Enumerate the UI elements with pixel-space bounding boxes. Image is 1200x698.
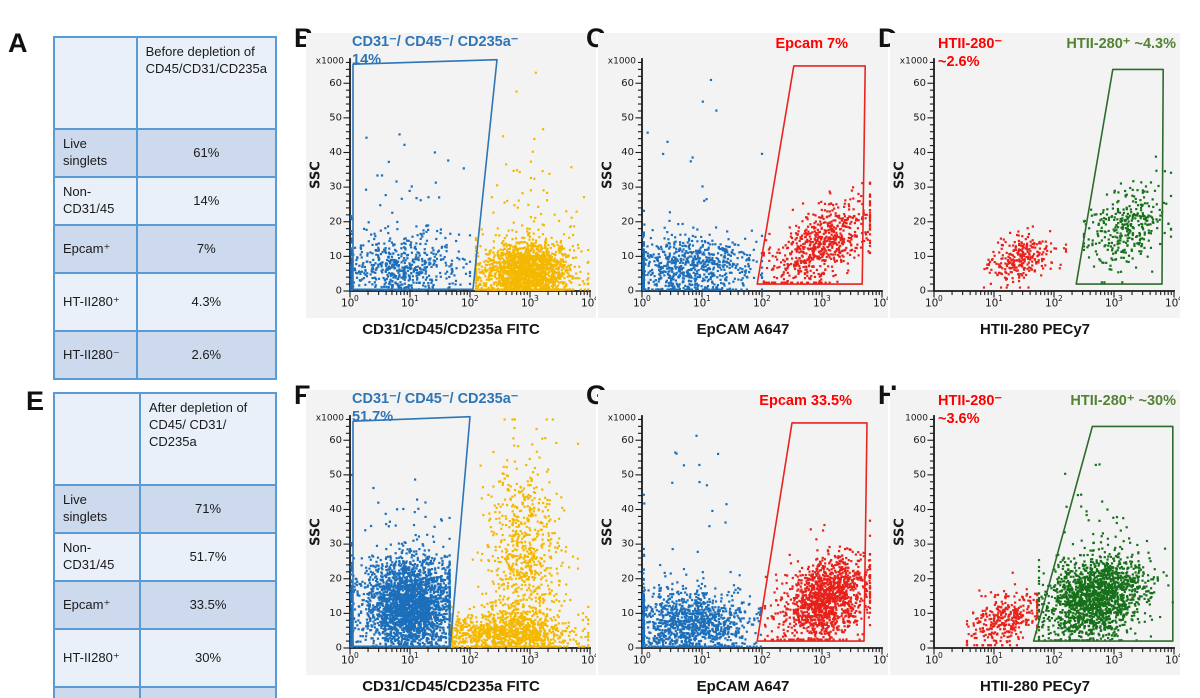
table-row-label: Live singlets	[53, 128, 138, 178]
scatter-canvas-H	[890, 390, 1180, 675]
table-row-label: HT-II280⁻	[53, 686, 141, 698]
plot-area-G: Epcam 33.5%	[598, 390, 888, 675]
x-axis-title: CD31/CD45/CD235a FITC	[362, 678, 540, 695]
panel-D: D HTII-280⁻ ~2.6% HTII-280⁺ ~4.3% HTII-280…	[878, 25, 1188, 341]
table-row-label: HT-II280⁻	[53, 330, 138, 380]
scatter-canvas-D	[890, 33, 1180, 318]
x-axis-title: EpCAM A647	[696, 678, 790, 695]
table-row-value: 61%	[135, 128, 278, 178]
table-row-value: 3.6%	[139, 686, 277, 698]
table-after-depletion: After depletion of CD45/ CD31/ CD235a Li…	[53, 392, 277, 698]
panel-letter-A: A	[8, 28, 28, 58]
table-header-cell: After depletion of CD45/ CD31/ CD235a	[139, 392, 277, 486]
table-row-label: Epcam⁺	[53, 224, 138, 274]
x-axis-title: CD31/CD45/CD235a FITC	[362, 321, 540, 338]
table-row-label: Non-CD31/45	[53, 532, 141, 582]
scatter-canvas-B	[306, 33, 596, 318]
table-corner-cell	[53, 392, 141, 486]
table-row-value: 7%	[135, 224, 278, 274]
plot-area-D: HTII-280⁻ ~2.6% HTII-280⁺ ~4.3%	[890, 33, 1180, 318]
plot-area-H: HTII-280⁻ ~3.6% HTII-280⁺ ~30%	[890, 390, 1180, 675]
plot-area-F: CD31⁻/ CD45⁻/ CD235a⁻ 51.7%	[306, 390, 596, 675]
table-header-cell: Before depletion of CD45/CD31/CD235a	[135, 36, 278, 130]
table-before-depletion: Before depletion of CD45/CD31/CD235a Liv…	[53, 36, 278, 380]
plot-area-B: CD31⁻/ CD45⁻/ CD235a⁻ 14%	[306, 33, 596, 318]
plot-area-C: Epcam 7%	[598, 33, 888, 318]
scatter-canvas-C	[598, 33, 888, 318]
table-row-value: 14%	[135, 176, 278, 226]
panel-C: C Epcam 7% EpCAM A647	[586, 25, 896, 341]
panel-G: G Epcam 33.5% EpCAM A647	[586, 382, 896, 698]
table-row-value: 33.5%	[139, 580, 277, 630]
table-row-label: HT-II280⁺	[53, 628, 141, 688]
x-axis-title: HTII-280 PECy7	[979, 321, 1091, 338]
panel-H: H HTII-280⁻ ~3.6% HTII-280⁺ ~30% HTII-280 …	[878, 382, 1188, 698]
x-axis-title: EpCAM A647	[696, 321, 790, 338]
scatter-canvas-G	[598, 390, 888, 675]
table-row-value: 51.7%	[139, 532, 277, 582]
gate-label: Epcam 7%	[775, 36, 848, 52]
table-row-label: HT-II280⁺	[53, 272, 138, 332]
gate-label: HTII-280⁺ ~30%	[1070, 393, 1176, 409]
panel-B: B CD31⁻/ CD45⁻/ CD235a⁻ 14% CD31/CD45/CD2…	[294, 25, 604, 341]
table-corner-cell	[53, 36, 138, 130]
table-row-value: 4.3%	[135, 272, 278, 332]
scatter-canvas-F	[306, 390, 596, 675]
table-row-label: Epcam⁺	[53, 580, 141, 630]
x-axis-title: HTII-280 PECy7	[979, 678, 1091, 695]
gate-label: CD31⁻/ CD45⁻/ CD235a⁻ 14%	[352, 34, 519, 69]
panel-F: F CD31⁻/ CD45⁻/ CD235a⁻ 51.7% CD31/CD45/C…	[294, 382, 604, 698]
gate-label: HTII-280⁻ ~3.6%	[938, 393, 1003, 428]
gate-label: HTII-280⁺ ~4.3%	[1066, 36, 1176, 52]
gate-label: CD31⁻/ CD45⁻/ CD235a⁻ 51.7%	[352, 391, 519, 426]
table-row-value: 71%	[139, 484, 277, 534]
panel-letter-E: E	[26, 386, 45, 416]
gate-label: Epcam 33.5%	[759, 393, 852, 409]
table-row-value: 30%	[139, 628, 277, 688]
table-row-label: Non-CD31/45	[53, 176, 138, 226]
table-row-value: 2.6%	[135, 330, 278, 380]
table-row-label: Live singlets	[53, 484, 141, 534]
gate-label: HTII-280⁻ ~2.6%	[938, 36, 1003, 71]
